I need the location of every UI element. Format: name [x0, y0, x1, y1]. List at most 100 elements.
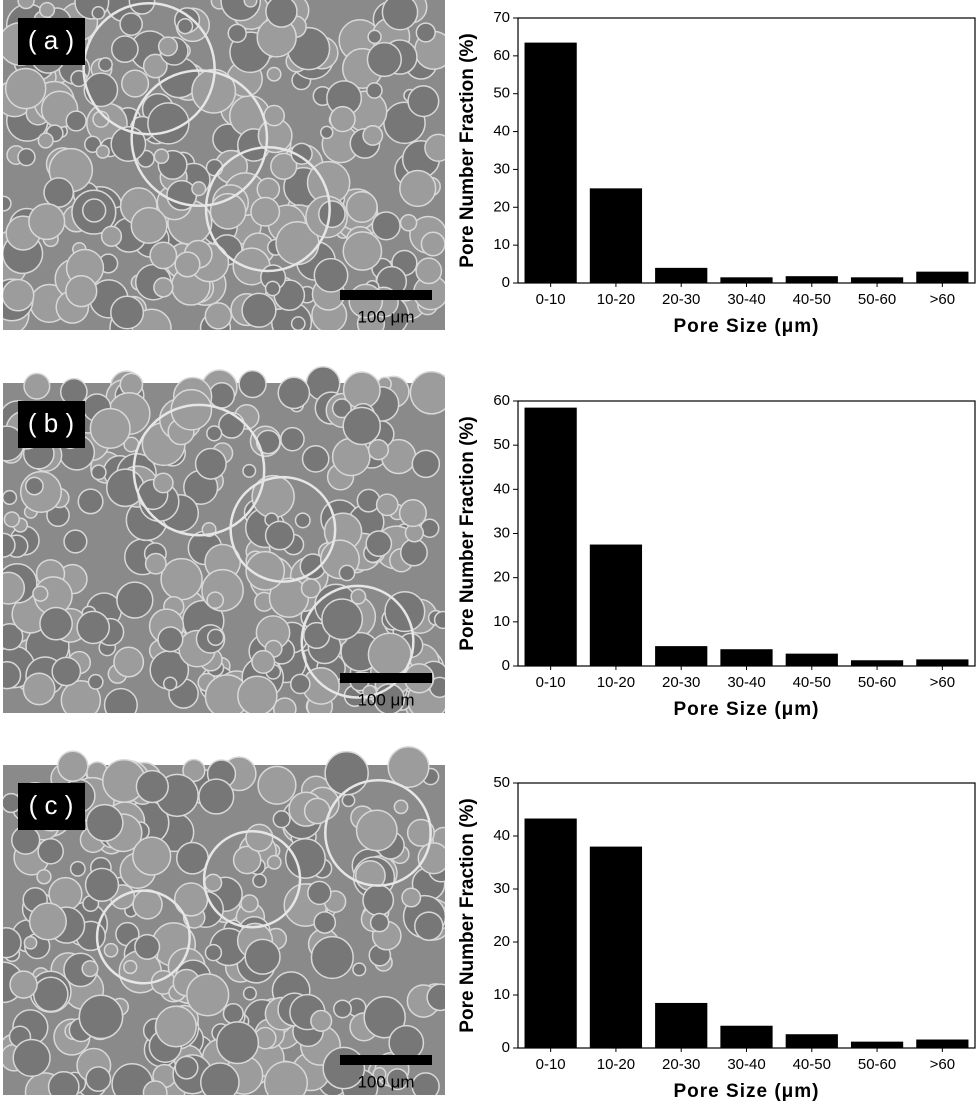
pore [132, 836, 172, 876]
pore [369, 912, 390, 933]
plot-frame [517, 17, 976, 284]
pore [415, 22, 436, 43]
pore [371, 211, 401, 241]
x-axis-title: Pore Size (μm) [674, 699, 820, 720]
pore [37, 837, 64, 865]
x-tick-label: 40-50 [793, 291, 831, 308]
pore [310, 935, 354, 980]
pore [194, 447, 227, 480]
x-tick-label: >60 [930, 674, 955, 691]
panel-label: ( c ) [29, 790, 74, 820]
scale-bar-label: 100 μm [357, 307, 414, 326]
pore [81, 198, 107, 223]
pore [318, 200, 346, 229]
bar [720, 1025, 773, 1048]
pore [85, 803, 124, 842]
pore [173, 882, 209, 917]
pore [393, 799, 409, 815]
pore [154, 1005, 197, 1048]
pore [43, 177, 75, 208]
large-pore [229, 475, 337, 583]
pore [23, 935, 38, 950]
pore [24, 476, 44, 496]
pore [399, 169, 437, 208]
pore [401, 887, 422, 908]
pore [257, 765, 297, 805]
pore [153, 148, 170, 165]
x-tick-label: 30-40 [727, 291, 765, 308]
pore [227, 23, 247, 43]
pore [240, 894, 259, 913]
pore [256, 177, 281, 202]
pore [144, 552, 167, 575]
y-tick-label: 40 [493, 123, 510, 140]
pore [51, 656, 82, 687]
pore [206, 591, 225, 610]
micrograph-clip [445, 363, 505, 733]
pore [90, 464, 107, 481]
pore [12, 1038, 51, 1078]
pore [37, 132, 54, 149]
pore [176, 18, 194, 35]
bar [916, 1039, 969, 1048]
y-tick-label: 0 [502, 1039, 510, 1056]
panel-label-box [18, 401, 85, 448]
bar [916, 659, 969, 666]
pore [342, 406, 382, 446]
bar [589, 188, 643, 283]
pore [83, 72, 119, 108]
pore [135, 769, 169, 804]
pore [420, 231, 446, 257]
pore [85, 1066, 112, 1093]
pore [186, 973, 230, 1017]
pore [65, 274, 98, 308]
y-tick-label: 50 [493, 436, 510, 453]
bar [850, 660, 904, 666]
large-pore [130, 69, 269, 208]
pore [28, 202, 66, 241]
bar [785, 1034, 838, 1048]
pore [162, 676, 178, 691]
bar [524, 42, 577, 283]
pore [272, 810, 291, 829]
x-tick-label: 50-60 [858, 1056, 896, 1073]
pore [398, 499, 427, 528]
pore [406, 818, 435, 847]
pore [147, 102, 190, 145]
y-tick-label: 30 [493, 524, 510, 541]
bar [655, 267, 708, 283]
bar [524, 818, 577, 1048]
pore [237, 675, 278, 717]
pore [263, 1060, 309, 1104]
pore [191, 181, 207, 197]
pore [366, 82, 383, 99]
pore [387, 745, 430, 789]
pore [0, 571, 26, 605]
x-tick-label: 10-20 [597, 674, 635, 691]
pore [153, 277, 174, 298]
pore [362, 884, 395, 917]
pore [222, 1003, 244, 1025]
large-pore [202, 830, 302, 929]
pore [157, 36, 179, 57]
pore [301, 444, 330, 473]
pore [356, 488, 381, 513]
large-pore [204, 146, 331, 273]
pore [206, 628, 225, 647]
pore [362, 125, 384, 146]
pore [375, 493, 399, 517]
pore [134, 933, 161, 960]
pore [204, 943, 223, 962]
pore [130, 206, 168, 245]
y-axis-title: Pore Number Fraction (%) [457, 33, 478, 267]
y-tick-label: 50 [493, 85, 510, 102]
pore [0, 623, 24, 651]
y-tick-label: 60 [493, 392, 510, 409]
pore [17, 0, 35, 10]
pore [91, 6, 106, 20]
pore [411, 449, 441, 479]
pore [152, 472, 174, 494]
pore [266, 854, 282, 870]
bar [589, 544, 643, 666]
pore [39, 606, 73, 641]
